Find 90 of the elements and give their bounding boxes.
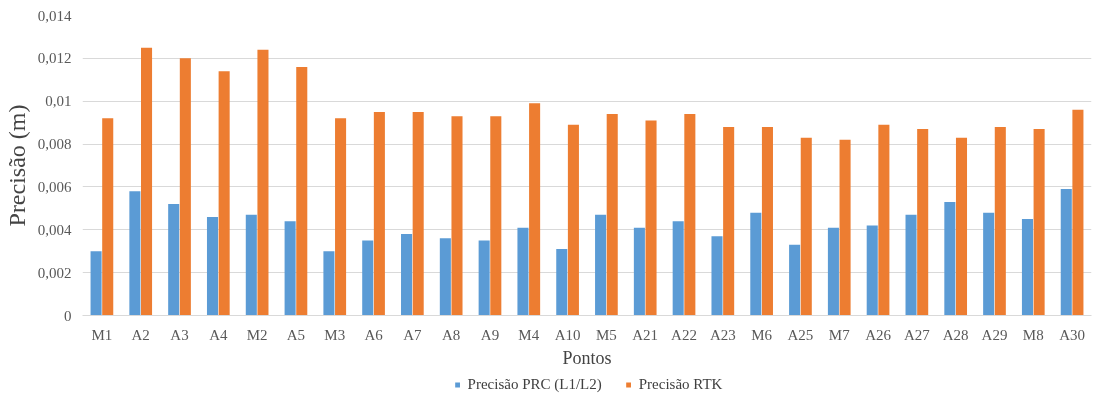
bar <box>645 120 657 316</box>
bar <box>944 201 956 316</box>
bar <box>323 251 335 316</box>
bar <box>90 251 102 316</box>
bar <box>878 124 890 316</box>
bar <box>257 49 269 316</box>
bar <box>296 66 308 316</box>
x-tick-label: A22 <box>671 326 697 343</box>
x-tick-label: A5 <box>286 326 306 343</box>
x-tick-label: M6 <box>751 326 773 343</box>
legend-label: Precisão PRC (L1/L2) <box>467 375 602 393</box>
x-tick-label: M2 <box>246 326 268 343</box>
y-tick-label: 0,014 <box>37 7 72 24</box>
bar <box>1021 219 1033 316</box>
y-axis-title: Precisão (m) <box>3 104 30 227</box>
bar <box>335 118 347 316</box>
bar <box>866 225 878 316</box>
x-tick-label: A10 <box>554 326 581 343</box>
x-axis-title: Pontos <box>562 347 612 368</box>
y-tick-label: 0,004 <box>37 221 72 238</box>
x-tick-label: A26 <box>865 326 892 343</box>
bar <box>905 214 917 316</box>
bar <box>451 116 463 316</box>
legend-label: Precisão RTK <box>638 375 723 393</box>
x-tick-label: A2 <box>131 326 150 343</box>
bar <box>401 234 413 316</box>
x-tick-label: A7 <box>403 326 423 343</box>
bar <box>723 126 735 316</box>
bar <box>595 214 607 316</box>
bar <box>606 114 618 316</box>
bar <box>245 214 257 316</box>
bar <box>983 212 995 316</box>
x-tick-label: M7 <box>828 326 851 343</box>
x-tick-label: A4 <box>209 326 228 343</box>
bar <box>362 240 374 316</box>
x-tick-label: A27 <box>903 326 931 343</box>
bar <box>517 227 529 316</box>
x-tick-label: M8 <box>1022 326 1044 343</box>
y-tick-label: 0 <box>64 307 72 324</box>
y-tick-label: 0,012 <box>37 50 72 67</box>
bar <box>827 227 839 316</box>
bar <box>1033 129 1045 316</box>
bar <box>761 126 773 316</box>
bar <box>567 124 579 316</box>
bar <box>839 139 851 316</box>
bar <box>168 204 180 316</box>
x-tick-label: A30 <box>1059 326 1086 343</box>
x-tick-label: A6 <box>364 326 384 343</box>
x-tick-label: A9 <box>480 326 500 343</box>
bar <box>206 216 219 316</box>
x-tick-label: M5 <box>595 326 617 343</box>
bar <box>129 191 141 316</box>
bar <box>179 58 191 316</box>
bar <box>412 111 424 316</box>
x-tick-label: A8 <box>442 326 461 343</box>
bar <box>955 137 968 316</box>
bar <box>284 221 296 316</box>
x-tick-label: A23 <box>709 326 736 343</box>
y-tick-label: 0,008 <box>37 136 72 153</box>
bar <box>672 221 684 316</box>
bar <box>373 111 385 316</box>
x-tick-label: M3 <box>324 326 346 343</box>
bar <box>750 212 762 316</box>
bar <box>490 116 502 316</box>
bar <box>917 129 929 316</box>
bar <box>684 114 696 316</box>
bar <box>800 137 812 316</box>
y-tick-label: 0,01 <box>45 93 72 110</box>
bar <box>529 103 541 316</box>
bar <box>439 238 451 316</box>
x-tick-label: M4 <box>518 326 540 343</box>
y-tick-label: 0,002 <box>37 264 72 281</box>
bar <box>102 118 114 316</box>
bar <box>789 244 801 316</box>
bar <box>1072 109 1084 316</box>
y-tick-label: 0,006 <box>37 178 72 195</box>
x-tick-label: A21 <box>632 326 659 343</box>
bar <box>711 236 723 316</box>
bar <box>1060 189 1072 316</box>
bar <box>633 227 645 316</box>
bar <box>141 47 153 316</box>
bar <box>478 240 490 316</box>
x-tick-label: A28 <box>942 326 969 343</box>
x-tick-label: A29 <box>981 326 1008 343</box>
bar <box>556 249 568 316</box>
bar <box>218 71 230 316</box>
x-tick-label: A3 <box>170 326 189 343</box>
x-tick-label: A25 <box>787 326 814 343</box>
bar <box>994 126 1006 316</box>
x-tick-label: M1 <box>91 326 113 343</box>
